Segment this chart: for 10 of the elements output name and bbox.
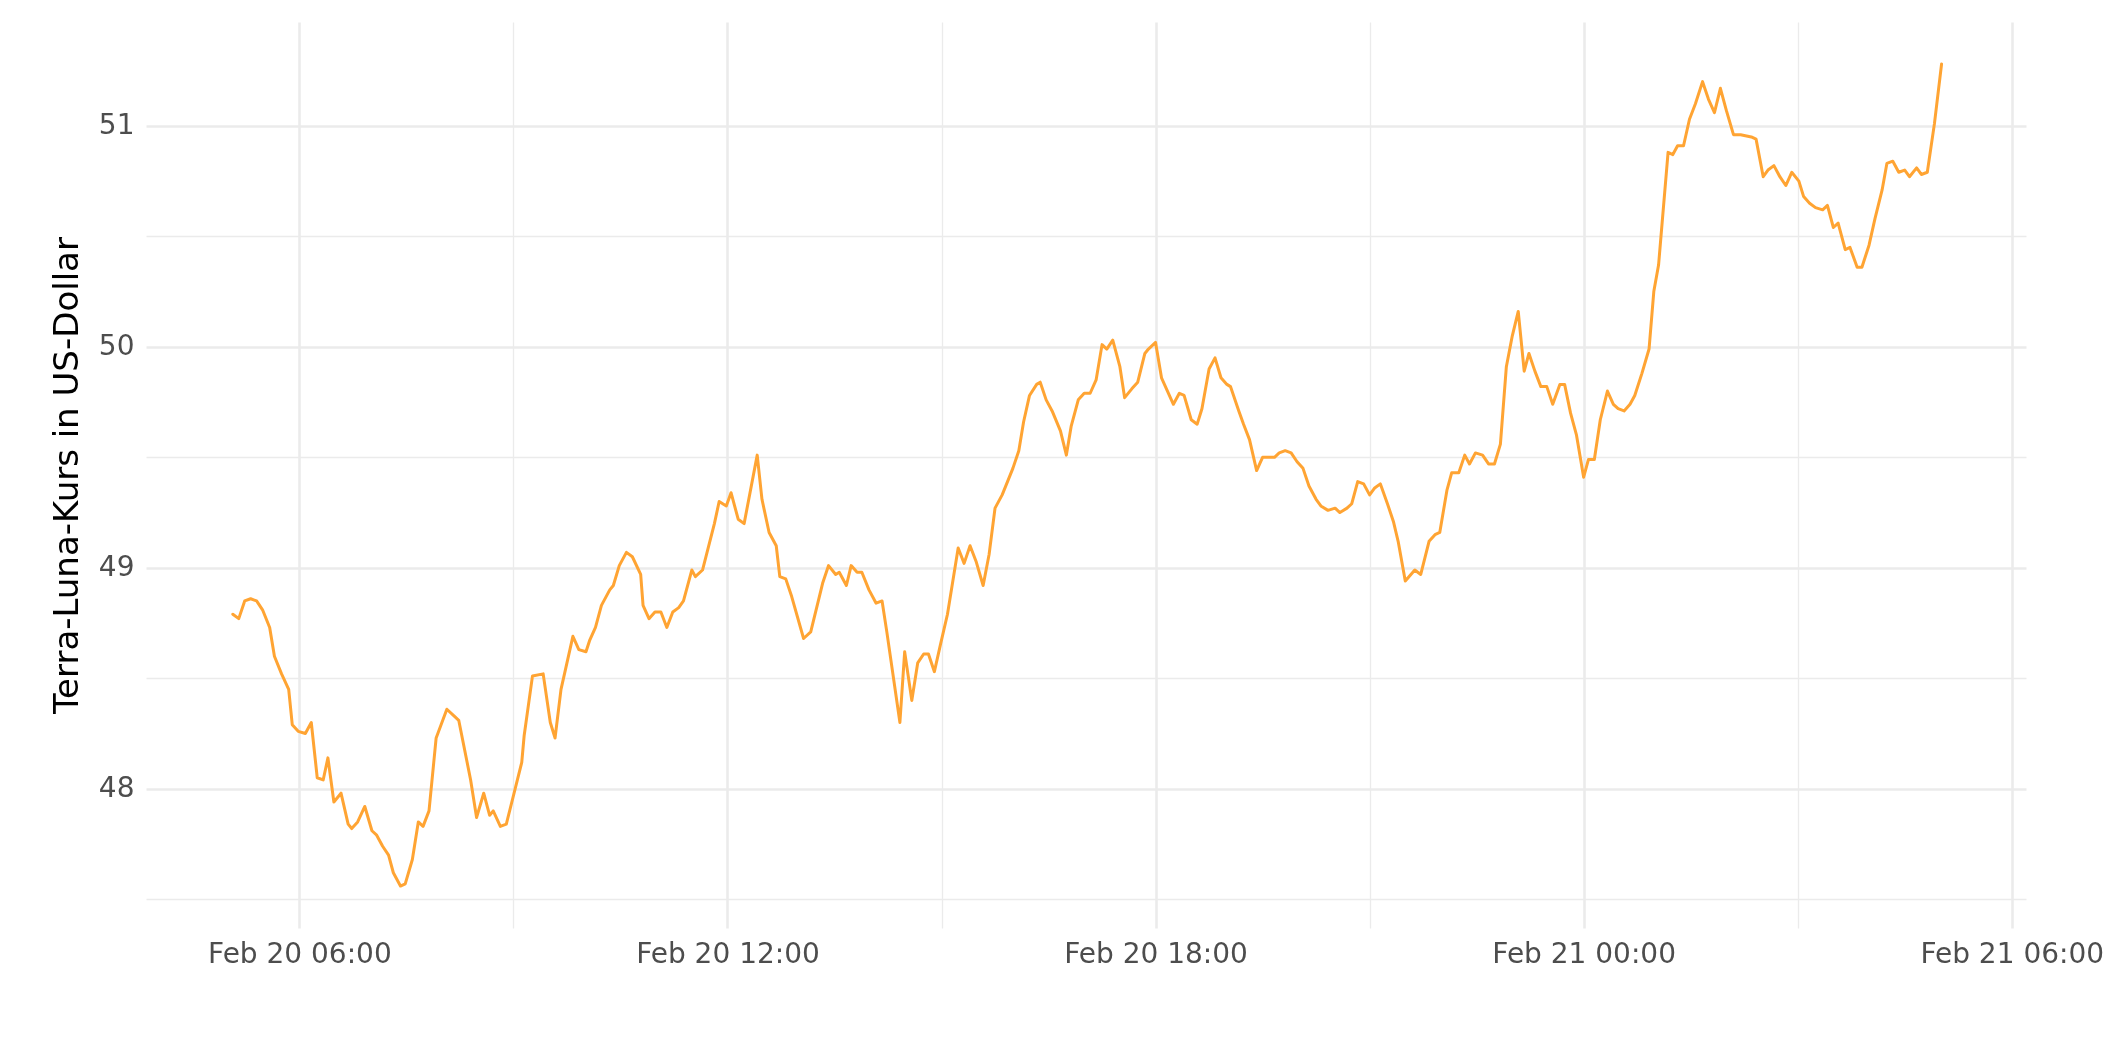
y-tick-label: 50 [98,329,135,363]
x-tick-label: Feb 21 00:00 [1492,936,1676,970]
y-axis-title: Terra-Luna-Kurs in US-Dollar [45,237,86,715]
y-tick-label: 49 [98,550,135,584]
y-tick-label: 48 [98,771,135,805]
x-tick-label: Feb 20 06:00 [208,936,392,970]
y-tick-label: 51 [98,108,135,142]
x-tick-label: Feb 20 18:00 [1064,936,1248,970]
x-tick-label: Feb 20 12:00 [636,936,820,970]
x-tick-label: Feb 21 06:00 [1920,936,2105,970]
